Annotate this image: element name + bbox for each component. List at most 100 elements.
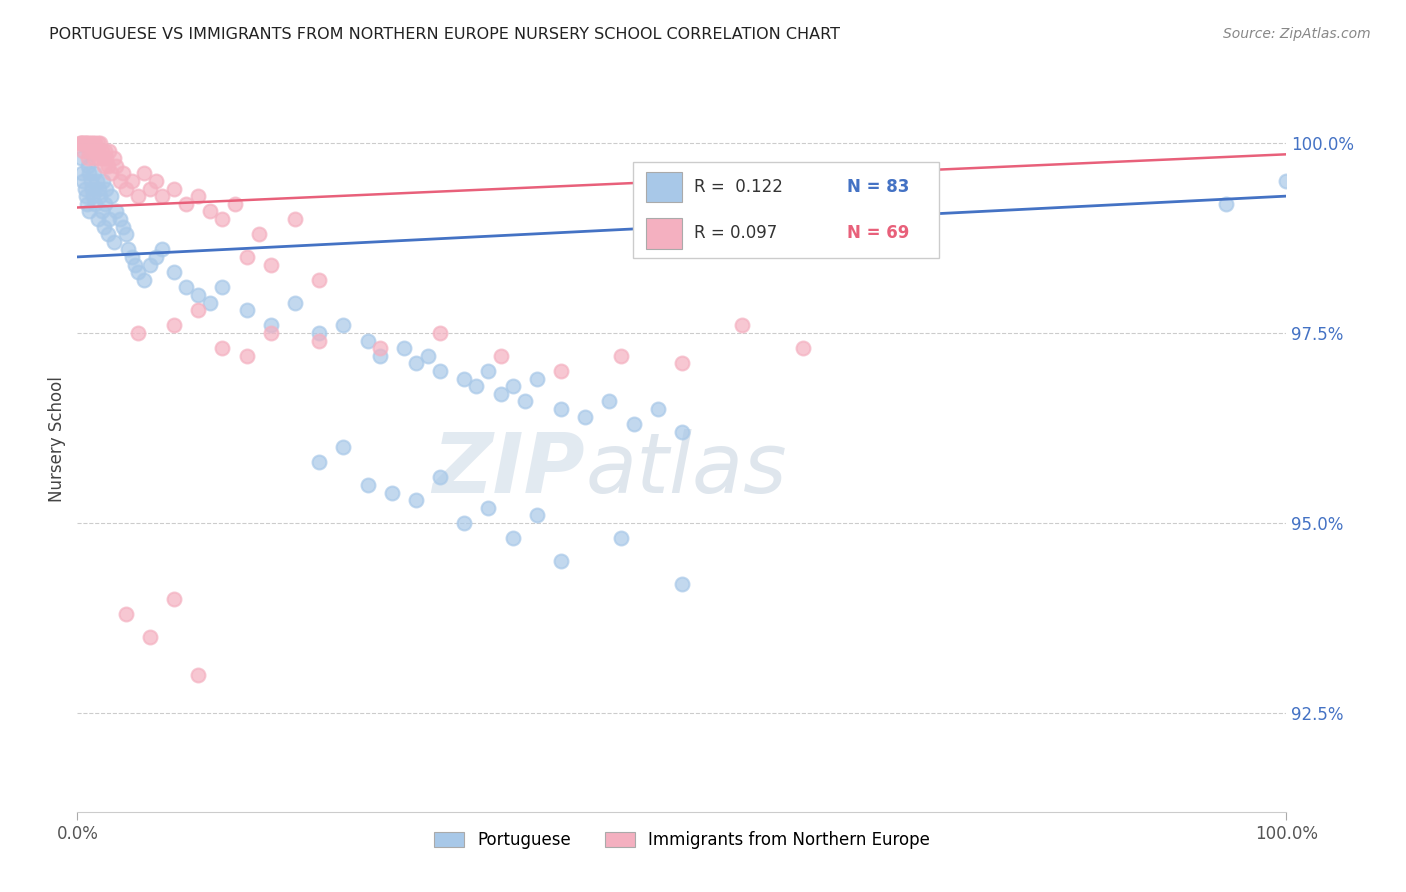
Bar	[645, 171, 682, 202]
Point	[1275, 174, 1298, 188]
Point	[235, 349, 257, 363]
Point	[70, 136, 93, 150]
Point	[187, 303, 209, 318]
Point	[381, 485, 404, 500]
Point	[76, 136, 98, 150]
Point	[97, 211, 120, 226]
Point	[550, 401, 572, 416]
Point	[127, 265, 149, 279]
Text: Source: ZipAtlas.com: Source: ZipAtlas.com	[1223, 27, 1371, 41]
Point	[731, 318, 754, 333]
Point	[356, 334, 378, 348]
Text: R = 0.097: R = 0.097	[695, 224, 778, 242]
Point	[429, 364, 451, 378]
Point	[84, 196, 107, 211]
Point	[124, 258, 146, 272]
Point	[526, 371, 548, 385]
Point	[247, 227, 270, 241]
Point	[96, 159, 118, 173]
Point	[174, 280, 197, 294]
Point	[211, 280, 233, 294]
Point	[77, 151, 100, 165]
Point	[145, 174, 167, 188]
Text: atlas: atlas	[585, 428, 787, 509]
Point	[489, 386, 512, 401]
Point	[187, 189, 209, 203]
Text: N = 83: N = 83	[846, 178, 910, 196]
Point	[83, 151, 105, 165]
Point	[103, 235, 125, 249]
Point	[139, 258, 162, 272]
Point	[235, 303, 257, 318]
Point	[671, 576, 693, 591]
Point	[332, 440, 354, 454]
Bar	[645, 218, 682, 249]
Point	[200, 295, 222, 310]
Text: N = 69: N = 69	[846, 224, 910, 242]
Point	[76, 196, 98, 211]
Point	[477, 364, 499, 378]
Point	[96, 151, 118, 165]
Point	[187, 668, 209, 682]
Point	[163, 591, 186, 606]
Point	[105, 204, 128, 219]
Point	[405, 356, 427, 370]
Point	[139, 630, 162, 644]
Point	[671, 425, 693, 439]
Point	[80, 144, 103, 158]
Point	[477, 500, 499, 515]
Point	[187, 288, 209, 302]
Point	[550, 554, 572, 568]
Point	[72, 174, 94, 188]
Point	[211, 211, 233, 226]
Point	[86, 144, 108, 158]
Point	[145, 250, 167, 264]
Point	[132, 166, 155, 180]
Point	[80, 181, 103, 195]
Point	[1215, 196, 1237, 211]
Point	[139, 181, 162, 195]
Point	[224, 196, 246, 211]
Point	[150, 189, 173, 203]
Point	[82, 189, 104, 203]
Point	[114, 181, 136, 195]
Point	[91, 151, 114, 165]
Point	[70, 136, 93, 150]
Point	[94, 196, 117, 211]
Point	[150, 242, 173, 256]
Point	[792, 341, 814, 355]
Point	[114, 227, 136, 241]
Point	[429, 326, 451, 340]
Point	[211, 341, 233, 355]
Point	[163, 318, 186, 333]
Point	[79, 204, 101, 219]
Point	[77, 159, 100, 173]
Point	[91, 174, 114, 188]
Point	[174, 196, 197, 211]
Point	[392, 341, 415, 355]
Point	[108, 211, 131, 226]
Point	[356, 478, 378, 492]
Point	[84, 136, 107, 150]
Point	[93, 159, 115, 173]
Point	[284, 295, 307, 310]
Point	[121, 174, 143, 188]
FancyBboxPatch shape	[633, 162, 939, 258]
Point	[121, 250, 143, 264]
Point	[163, 265, 186, 279]
Point	[610, 349, 633, 363]
Point	[132, 273, 155, 287]
Point	[79, 174, 101, 188]
Point	[489, 349, 512, 363]
Point	[260, 318, 283, 333]
Point	[90, 204, 112, 219]
Point	[574, 409, 596, 424]
Point	[502, 379, 524, 393]
Point	[112, 219, 135, 234]
Point	[284, 211, 307, 226]
Point	[163, 181, 186, 195]
Point	[87, 136, 110, 150]
Point	[97, 144, 120, 158]
Point	[465, 379, 488, 393]
Point	[108, 174, 131, 188]
